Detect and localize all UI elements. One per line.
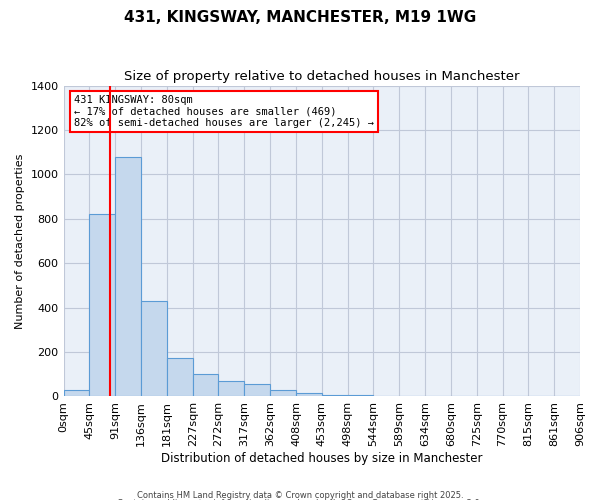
Bar: [270, 390, 296, 396]
Text: Contains public sector information licensed under the Open Government Licence v3: Contains public sector information licen…: [118, 499, 482, 500]
Text: 431 KINGSWAY: 80sqm
← 17% of detached houses are smaller (469)
82% of semi-detac: 431 KINGSWAY: 80sqm ← 17% of detached ho…: [74, 95, 374, 128]
Bar: [218, 381, 244, 396]
Text: 431, KINGSWAY, MANCHESTER, M19 1WG: 431, KINGSWAY, MANCHESTER, M19 1WG: [124, 10, 476, 25]
Bar: [244, 384, 270, 396]
Title: Size of property relative to detached houses in Manchester: Size of property relative to detached ho…: [124, 70, 520, 83]
Text: Contains HM Land Registry data © Crown copyright and database right 2025.: Contains HM Land Registry data © Crown c…: [137, 490, 463, 500]
Bar: [296, 393, 322, 396]
X-axis label: Distribution of detached houses by size in Manchester: Distribution of detached houses by size …: [161, 452, 482, 465]
Bar: [167, 358, 193, 397]
Bar: [89, 214, 115, 396]
Bar: [64, 390, 89, 396]
Bar: [115, 156, 141, 396]
Y-axis label: Number of detached properties: Number of detached properties: [15, 154, 25, 328]
Bar: [141, 301, 167, 396]
Bar: [322, 394, 347, 396]
Bar: [193, 374, 218, 396]
